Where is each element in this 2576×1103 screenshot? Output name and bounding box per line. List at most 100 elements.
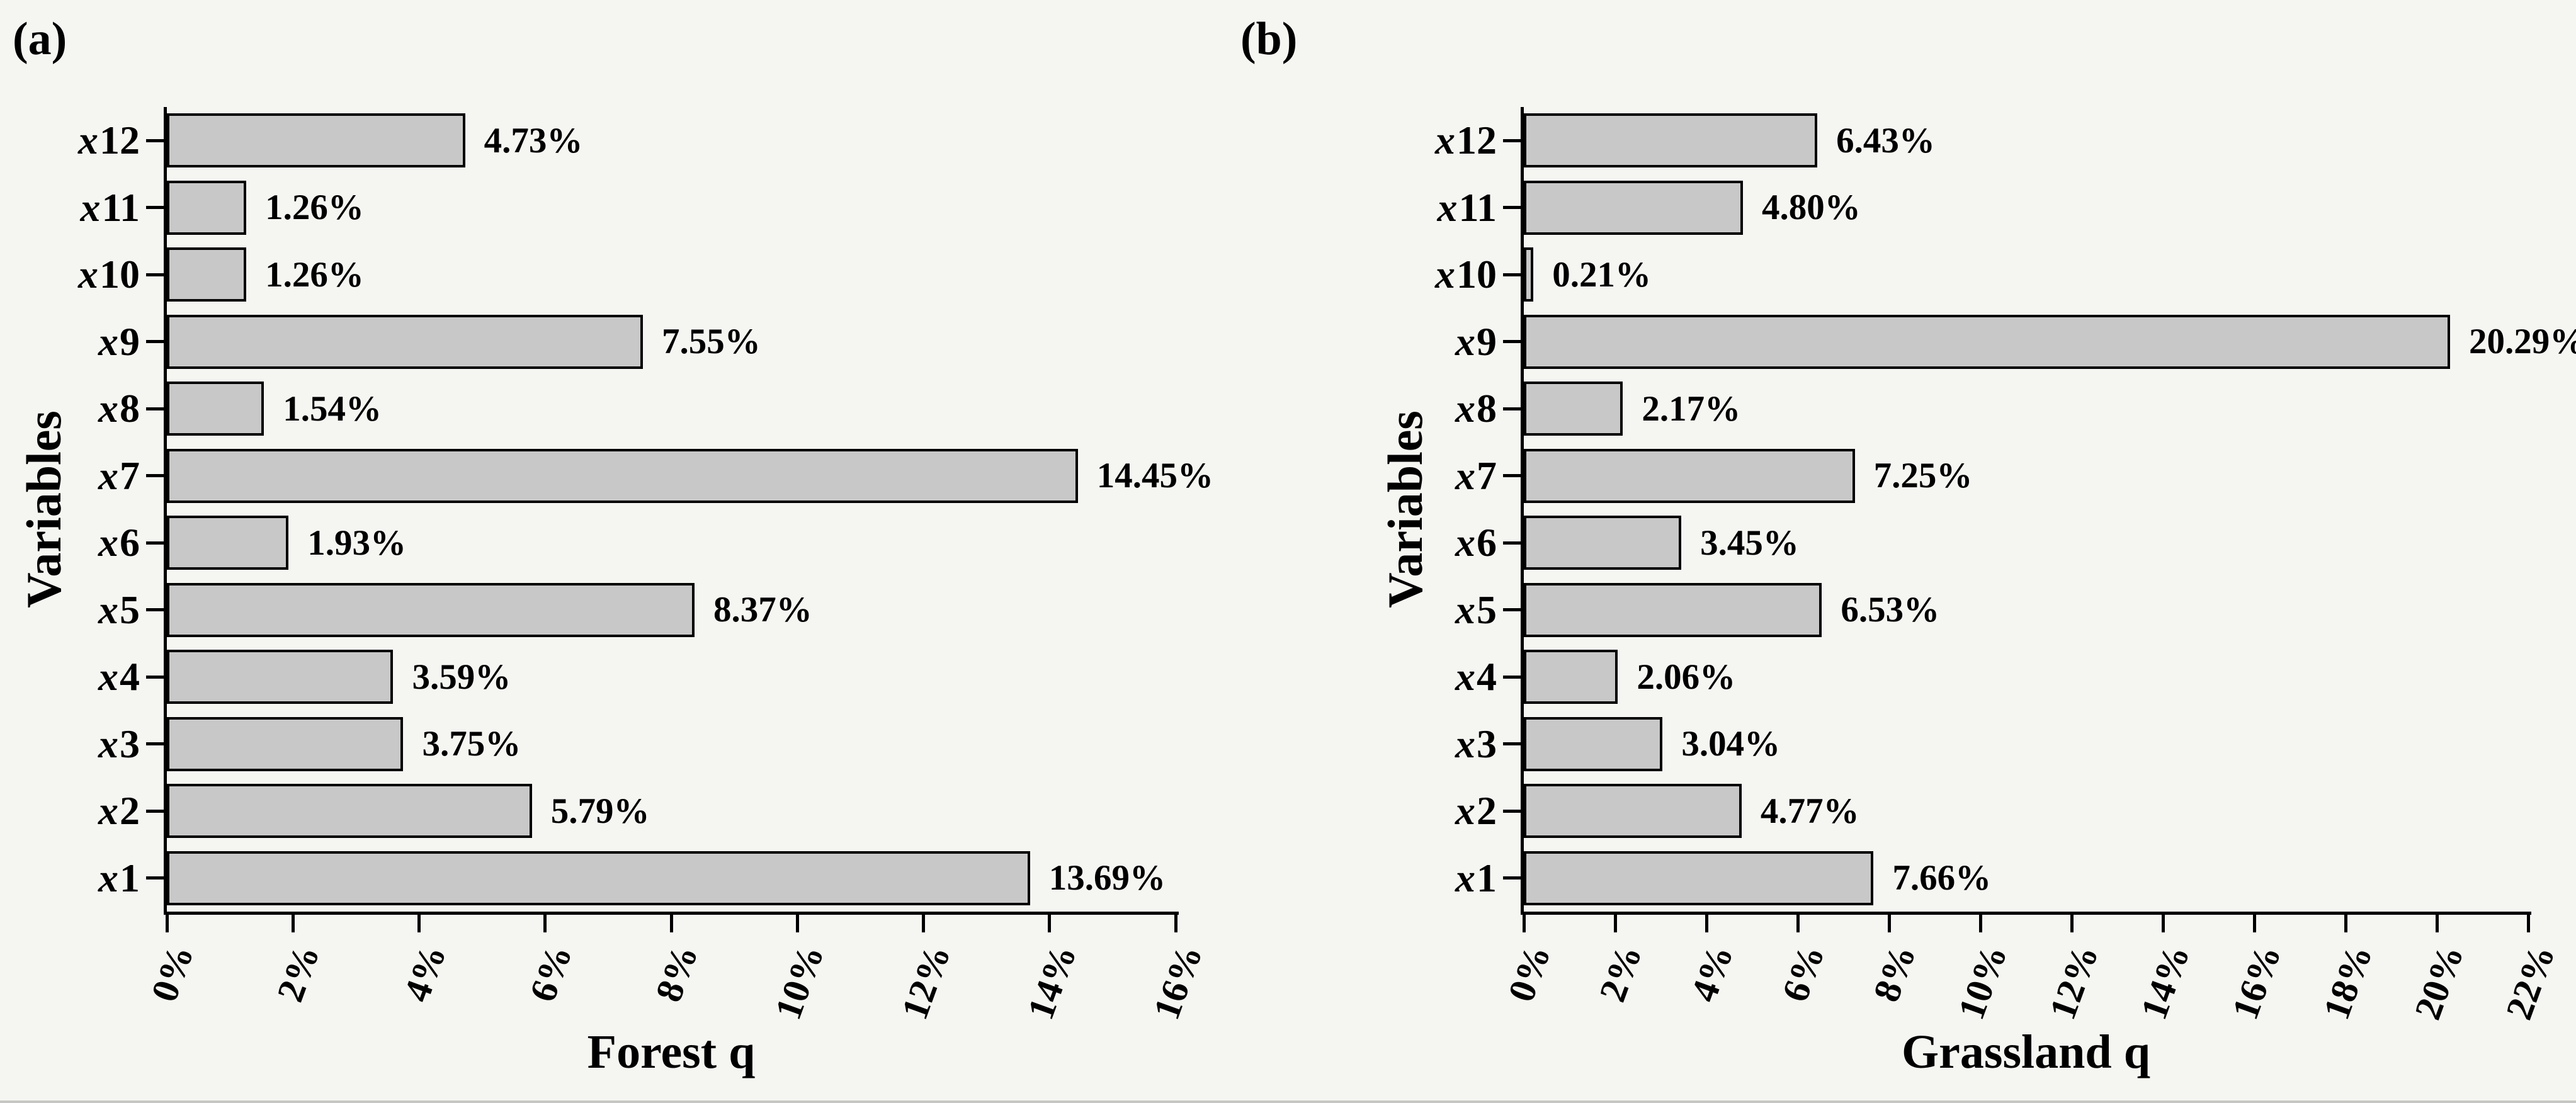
y-tick-mark (146, 340, 164, 344)
value-label-x1: 7.66% (1892, 858, 1992, 898)
x-tick-mark (1522, 915, 1526, 932)
x-axis-title: Grassland q (1902, 1026, 2150, 1078)
x-tick-mark (1613, 915, 1617, 932)
y-tick-mark (146, 876, 164, 880)
y-tick-mark (1503, 541, 1521, 545)
value-label-x3: 3.75% (422, 724, 521, 764)
bar-x3 (1524, 716, 1663, 771)
value-label-x8: 2.17% (1642, 388, 1741, 429)
x-tick-label: 22% (2497, 939, 2563, 1025)
value-label-x11: 4.80% (1762, 188, 1861, 228)
x-tick-label: 6% (1774, 939, 1832, 1007)
y-axis-title: Variables (1378, 410, 1433, 608)
bar-x11 (1524, 180, 1743, 235)
y-tick-label-x11: x 11 (80, 184, 140, 230)
bar-x12 (1524, 113, 1818, 168)
value-label-x6: 3.45% (1700, 523, 1799, 563)
x-tick-mark (1887, 915, 1891, 932)
y-tick-label-x12: x 12 (78, 118, 140, 163)
bar-x7 (167, 448, 1078, 503)
x-tick-mark (2161, 915, 2165, 932)
x-tick-mark (2070, 915, 2074, 932)
y-tick-mark (146, 206, 164, 210)
bar-x5 (167, 582, 695, 637)
y-tick-mark (146, 742, 164, 746)
x-tick-mark (922, 915, 925, 932)
y-axis-title: Variables (16, 410, 71, 608)
bar-x8 (167, 382, 264, 436)
x-tick-label: 0% (1500, 939, 1558, 1007)
panel-label: (b) (1240, 13, 1298, 65)
plot-area: 4.73% 1.26% 1.26% 7.55% 1.54% 14.45% 1.93% 8.37… (167, 107, 1213, 912)
value-label-x11: 1.26% (265, 188, 364, 228)
value-label-x10: 0.21% (1552, 254, 1651, 295)
y-tick-label-x12: x 12 (1435, 118, 1497, 163)
value-label-x7: 7.25% (1873, 456, 1973, 496)
x-axis-line (1521, 912, 2531, 915)
value-label-x4: 2.06% (1637, 657, 1736, 697)
x-tick-label: 0% (143, 939, 201, 1007)
x-tick-label: 12% (893, 939, 958, 1025)
bar-x8 (1524, 382, 1623, 436)
panel-label: (a) (13, 13, 67, 65)
x-axis-line (164, 912, 1179, 915)
bar-x4 (167, 650, 394, 704)
x-tick-mark (1705, 915, 1708, 932)
panel-a: (a) Variables 4.73% 1.26% 1.26% 7.55% 1.54% 1… (0, 0, 1228, 1103)
y-tick-mark (146, 608, 164, 612)
y-tick-mark (146, 474, 164, 478)
bar-x10 (1524, 247, 1534, 302)
value-label-x10: 1.26% (265, 254, 364, 295)
bar-x1 (1524, 851, 1874, 905)
bar-x2 (167, 784, 532, 839)
y-tick-label-x10: x 10 (1435, 252, 1497, 297)
x-tick-label: 16% (1145, 939, 1210, 1025)
x-tick-mark (1048, 915, 1052, 932)
bar-x1 (167, 851, 1030, 905)
y-tick-mark (146, 407, 164, 410)
panel-b: (b) Variables 6.43% 4.80% 0.21% 20.29% 2.17%… (1228, 0, 2576, 1103)
value-label-x9: 20.29% (2469, 322, 2576, 362)
y-tick-mark (1503, 340, 1521, 344)
bar-x9 (1524, 314, 2451, 369)
value-label-x8: 1.54% (283, 388, 382, 429)
value-label-x12: 6.43% (1836, 120, 1935, 161)
x-tick-label: 18% (2315, 939, 2380, 1025)
value-label-x12: 4.73% (484, 120, 583, 161)
x-tick-mark (2344, 915, 2347, 932)
y-tick-mark (146, 809, 164, 813)
y-axis-line (164, 107, 167, 915)
y-tick-mark (146, 139, 164, 142)
x-tick-mark (2526, 915, 2530, 932)
bar-x6 (1524, 516, 1682, 570)
x-tick-label: 14% (1019, 939, 1084, 1025)
x-tick-mark (1174, 915, 1177, 932)
y-tick-mark (1503, 139, 1521, 142)
x-tick-label: 6% (521, 939, 580, 1007)
x-tick-label: 10% (1949, 939, 2015, 1025)
bar-x2 (1524, 784, 1742, 839)
x-tick-mark (165, 915, 169, 932)
x-tick-label: 20% (2406, 939, 2471, 1025)
value-label-x2: 5.79% (550, 791, 650, 831)
x-tick-mark (795, 915, 799, 932)
x-tick-mark (1796, 915, 1800, 932)
bar-x12 (167, 113, 465, 168)
bar-x11 (167, 180, 247, 235)
bar-x4 (1524, 650, 1618, 704)
x-tick-label: 14% (2132, 939, 2198, 1025)
x-tick-label: 16% (2223, 939, 2289, 1025)
value-label-x7: 14.45% (1096, 456, 1214, 496)
y-tick-mark (1503, 608, 1521, 612)
value-label-x2: 4.77% (1760, 791, 1859, 831)
x-axis-title: Forest q (587, 1026, 756, 1078)
